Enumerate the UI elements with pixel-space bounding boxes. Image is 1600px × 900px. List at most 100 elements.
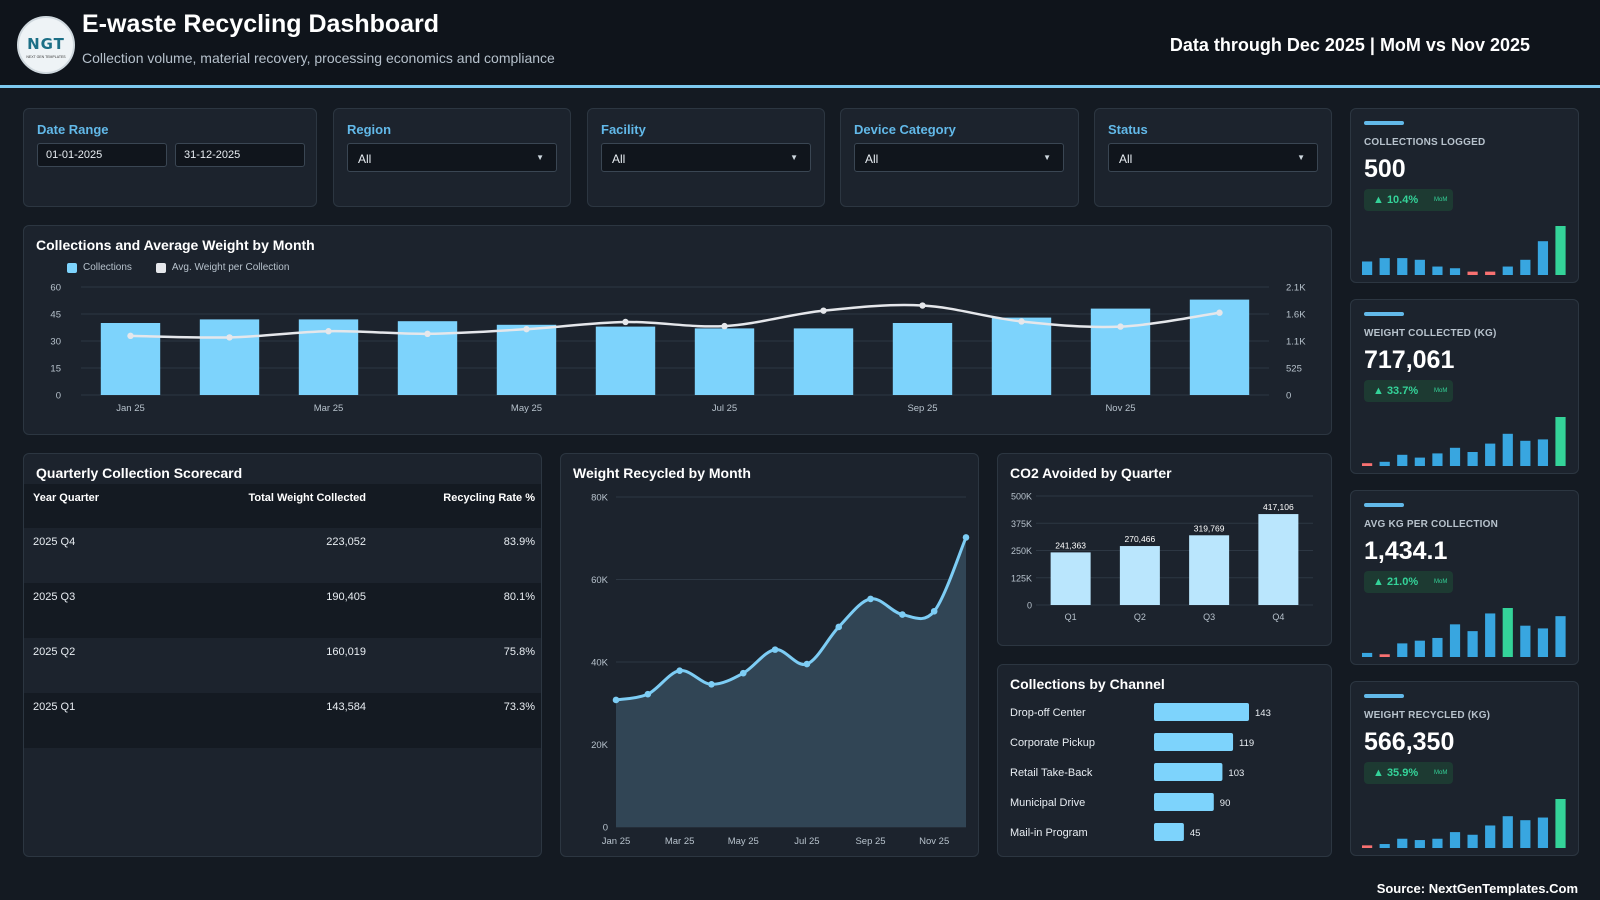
date-range-label: Date Range bbox=[37, 122, 109, 137]
col-header-recycling-rate[interactable]: Recycling Rate % bbox=[443, 492, 535, 504]
collections-channel-bar-chart: Drop-off Center 143 Corporate Pickup 119 Ret… bbox=[1010, 703, 1271, 841]
sparkline-bar bbox=[1362, 652, 1373, 657]
kpi-value: 566,350 bbox=[1364, 728, 1455, 756]
cell-quarter: 2025 Q2 bbox=[33, 646, 76, 658]
kpi-label: COLLECTIONS LOGGED bbox=[1364, 137, 1486, 148]
kpi-sparkline bbox=[1362, 608, 1566, 657]
region-select[interactable]: All ▼ bbox=[347, 143, 557, 172]
avg-weight-point bbox=[424, 330, 431, 337]
y-tick-label: 30 bbox=[50, 337, 61, 348]
kpi-label: AVG KG PER COLLECTION bbox=[1364, 519, 1499, 530]
kpi-mom-label: MoM bbox=[1434, 197, 1448, 203]
y-tick-label: 15 bbox=[50, 364, 61, 375]
sparkline-bar bbox=[1467, 834, 1478, 848]
table-row[interactable]: 2025 Q2 160,019 75.8% bbox=[24, 638, 541, 693]
weight-point bbox=[867, 595, 874, 603]
kpi-card-weight-recycled: WEIGHT RECYCLED (KG) 566,350 ▲ 35.9% MoM bbox=[1350, 681, 1579, 856]
weight-point bbox=[930, 607, 938, 615]
sparkline-bar bbox=[1414, 457, 1425, 466]
channel-bar bbox=[1154, 703, 1249, 721]
y2-tick-label: 1.1K bbox=[1286, 337, 1306, 348]
x-tick-label: May 25 bbox=[511, 403, 542, 414]
avg-weight-point bbox=[1018, 318, 1025, 325]
sparkline-bar bbox=[1520, 259, 1531, 275]
status-label: Status bbox=[1108, 122, 1148, 137]
kpi-change-badge: ▲ 10.4% MoM bbox=[1364, 189, 1453, 211]
collections-bar bbox=[595, 326, 656, 395]
y-tick-label: 250K bbox=[1011, 546, 1032, 556]
region-selected-value: All bbox=[358, 152, 372, 166]
sparkline-bar bbox=[1520, 440, 1531, 466]
kpi-change: ▲ 10.4% bbox=[1373, 194, 1419, 206]
y-tick-label: 125K bbox=[1011, 573, 1032, 583]
sparkline-bar bbox=[1502, 608, 1513, 657]
sparkline-bar bbox=[1449, 268, 1461, 275]
start-date-input[interactable]: 01-01-2025 bbox=[37, 143, 167, 167]
co2-bar bbox=[1189, 535, 1230, 605]
sparkline-bar bbox=[1555, 616, 1566, 657]
legend-item-avg-weight[interactable]: Avg. Weight per Collection bbox=[155, 262, 289, 273]
kpi-change-badge: ▲ 33.7% MoM bbox=[1364, 380, 1453, 402]
table-row[interactable]: 2025 Q3 190,405 80.1% bbox=[24, 583, 541, 638]
sparkline-bar bbox=[1467, 631, 1478, 657]
cell-quarter: 2025 Q3 bbox=[33, 591, 76, 603]
x-tick-label: Mar 25 bbox=[665, 836, 695, 847]
kpi-card-collections: COLLECTIONS LOGGED 500 ▲ 10.4% MoM bbox=[1350, 108, 1579, 283]
kpi-accent-bar bbox=[1364, 121, 1404, 125]
sparkline-bar bbox=[1485, 825, 1496, 848]
channel-label: Municipal Drive bbox=[1010, 797, 1085, 809]
logo-subtext: NEXT GEN TEMPLATES bbox=[26, 55, 66, 59]
weight-point bbox=[676, 667, 683, 674]
end-date-input[interactable]: 31-12-2025 bbox=[175, 143, 305, 167]
y2-tick-label: 1.6K bbox=[1286, 310, 1306, 321]
co2-chart-title: CO2 Avoided by Quarter bbox=[1010, 465, 1172, 481]
y-tick-label: 60 bbox=[50, 283, 61, 294]
channel-bar bbox=[1154, 823, 1184, 841]
x-tick-label: Q3 bbox=[1203, 612, 1215, 622]
facility-select[interactable]: All ▼ bbox=[601, 143, 811, 172]
kpi-sparkline bbox=[1362, 417, 1566, 466]
co2-value-label: 319,769 bbox=[1194, 523, 1225, 533]
facility-label: Facility bbox=[601, 122, 646, 137]
kpi-card-weight-collected: WEIGHT COLLECTED (KG) 717,061 ▲ 33.7% Mo… bbox=[1350, 299, 1579, 474]
weight-point bbox=[612, 696, 620, 704]
table-row[interactable]: 2025 Q4 223,052 83.9% bbox=[24, 528, 541, 583]
kpi-change: ▲ 21.0% bbox=[1373, 576, 1419, 588]
sparkline-bar bbox=[1432, 637, 1443, 657]
y-tick-label: 500K bbox=[1011, 492, 1032, 502]
sparkline-bar bbox=[1362, 463, 1373, 466]
collections-bar bbox=[694, 328, 755, 395]
legend-item-collections[interactable]: Collections bbox=[67, 262, 132, 273]
status-select[interactable]: All ▼ bbox=[1108, 143, 1318, 172]
status-selected-value: All bbox=[1119, 152, 1133, 166]
cell-total-weight: 190,405 bbox=[326, 591, 366, 603]
collections-combo-chart: 0 15 30 45 60 0 525 1.1K 1.6K 2.1K Jan 25 Mar 25 May… bbox=[50, 283, 1306, 415]
co2-bar bbox=[1258, 514, 1299, 605]
cell-total-weight: 223,052 bbox=[326, 536, 366, 548]
legend-label: Collections bbox=[83, 262, 132, 273]
sparkline-bar bbox=[1362, 845, 1373, 848]
page-title: E-waste Recycling Dashboard bbox=[82, 10, 440, 38]
device-category-selected-value: All bbox=[865, 152, 879, 166]
device-category-select[interactable]: All ▼ bbox=[854, 143, 1064, 172]
col-header-quarter[interactable]: Year Quarter bbox=[33, 492, 100, 504]
y-tick-label: 40K bbox=[591, 658, 609, 669]
device-category-label: Device Category bbox=[854, 122, 956, 137]
weight-recycled-card: Weight Recycled by Month 0 20K 40K 60K 80K Ja… bbox=[560, 453, 979, 857]
sparkline-bar bbox=[1379, 258, 1390, 275]
sparkline-bar bbox=[1432, 266, 1443, 275]
collections-channel-card: Collections by Channel Drop-off Center 14… bbox=[997, 664, 1332, 857]
co2-bar bbox=[1050, 552, 1091, 605]
col-header-total-weight[interactable]: Total Weight Collected bbox=[248, 492, 366, 504]
x-tick-label: Jul 25 bbox=[712, 403, 737, 414]
sparkline-bar bbox=[1520, 625, 1531, 657]
collections-bar bbox=[793, 328, 854, 395]
sparkline-bar bbox=[1362, 261, 1373, 275]
y-tick-label: 0 bbox=[1027, 601, 1032, 611]
kpi-sparkline bbox=[1362, 226, 1566, 275]
kpi-value: 1,434.1 bbox=[1364, 537, 1448, 565]
avg-weight-line bbox=[130, 303, 1220, 339]
sparkline-bar bbox=[1537, 628, 1549, 657]
x-tick-label: Nov 25 bbox=[919, 836, 949, 847]
table-row[interactable]: 2025 Q1 143,584 73.3% bbox=[24, 693, 541, 748]
